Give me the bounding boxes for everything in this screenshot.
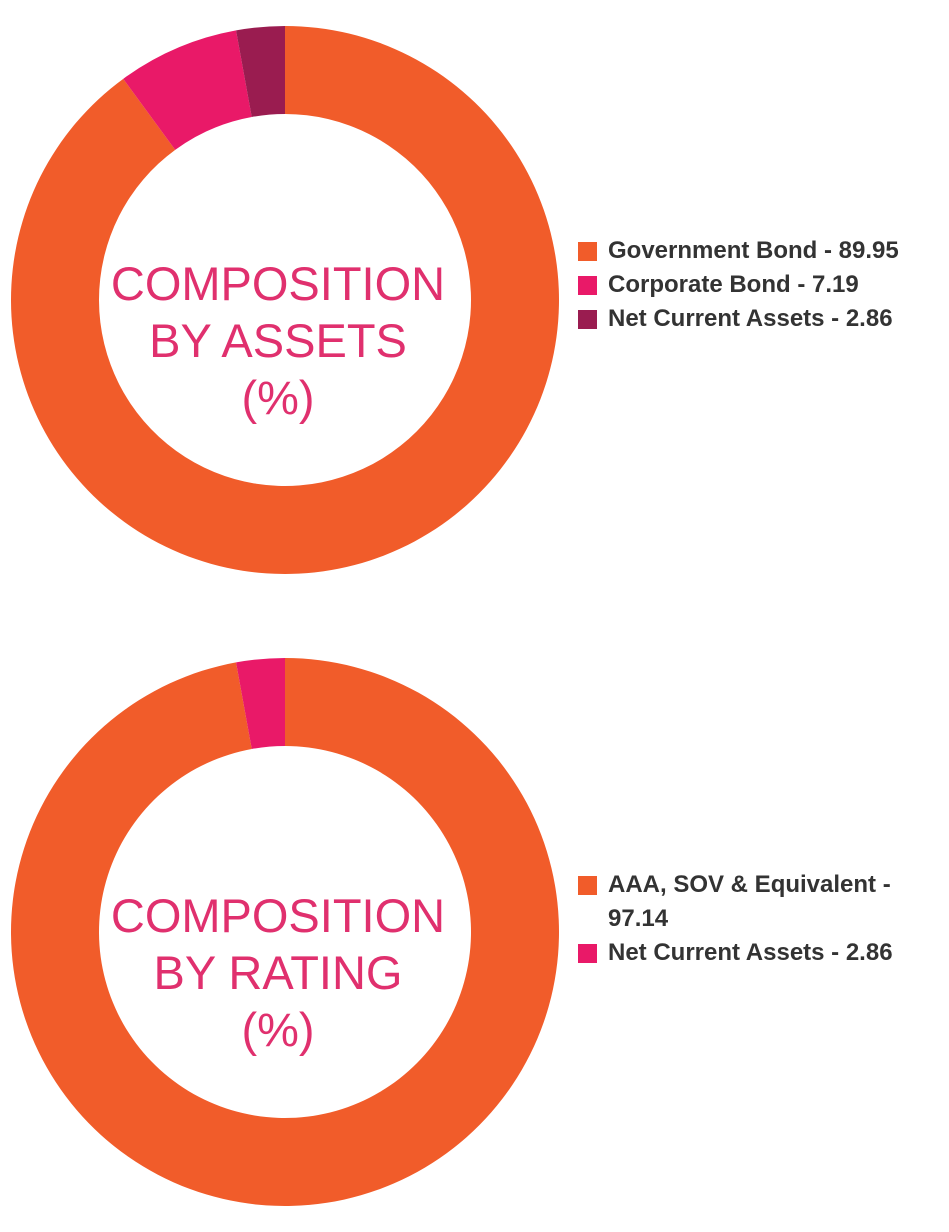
legend-label-government-bond: Government Bond - 89.95 — [608, 237, 899, 264]
assets-legend: Government Bond - 89.95 Corporate Bond -… — [578, 234, 938, 336]
assets-center-line-1: COMPOSITION — [111, 257, 445, 310]
rating-center-line-3: (%) — [241, 1003, 314, 1056]
legend-label-aaa-sov-equivalent-line-2: 97.14 — [608, 905, 669, 932]
composition-by-rating-chart: COMPOSITION BY RATING (%) AAA, SOV & Equ… — [0, 632, 949, 1232]
legend-swatch-government-bond — [578, 242, 597, 261]
assets-slices — [11, 26, 560, 574]
legend-item-government-bond: Government Bond - 89.95 — [578, 234, 938, 268]
legend-label-net-current-assets: Net Current Assets - 2.86 — [608, 305, 893, 332]
rating-donut: COMPOSITION BY RATING (%) — [10, 658, 559, 1206]
assets-donut: COMPOSITION BY ASSETS (%) — [11, 26, 560, 574]
rating-slice-1 — [236, 658, 285, 749]
legend-swatch-aaa-sov-equivalent — [578, 876, 597, 895]
legend-item-aaa-sov-equivalent: AAA, SOV & Equivalent - 97.14 — [578, 868, 938, 936]
legend-label-net-current-assets-rating: Net Current Assets - 2.86 — [608, 939, 893, 966]
rating-legend: AAA, SOV & Equivalent - 97.14 Net Curren… — [578, 868, 938, 970]
legend-label-aaa-sov-equivalent-line-1: AAA, SOV & Equivalent - — [608, 871, 891, 898]
assets-slice-0 — [11, 26, 560, 574]
legend-item-net-current-assets-rating: Net Current Assets - 2.86 — [578, 936, 938, 970]
legend-item-corporate-bond: Corporate Bond - 7.19 — [578, 268, 938, 302]
legend-swatch-net-current-assets — [578, 310, 597, 329]
rating-slices — [10, 658, 559, 1206]
composition-by-assets-chart: COMPOSITION BY ASSETS (%) Government Bon… — [0, 0, 949, 600]
rating-center-line-2: BY RATING — [154, 946, 403, 999]
rating-center-line-1: COMPOSITION — [111, 889, 445, 942]
assets-slice-2 — [236, 26, 285, 117]
legend-swatch-corporate-bond — [578, 276, 597, 295]
rating-slice-0 — [10, 658, 559, 1206]
assets-center-line-2: BY ASSETS — [149, 314, 407, 367]
assets-center-line-3: (%) — [241, 371, 314, 424]
legend-label-corporate-bond: Corporate Bond - 7.19 — [608, 271, 859, 298]
legend-swatch-net-current-assets-rating — [578, 944, 597, 963]
assets-slice-1 — [123, 30, 252, 150]
legend-item-net-current-assets: Net Current Assets - 2.86 — [578, 302, 938, 336]
